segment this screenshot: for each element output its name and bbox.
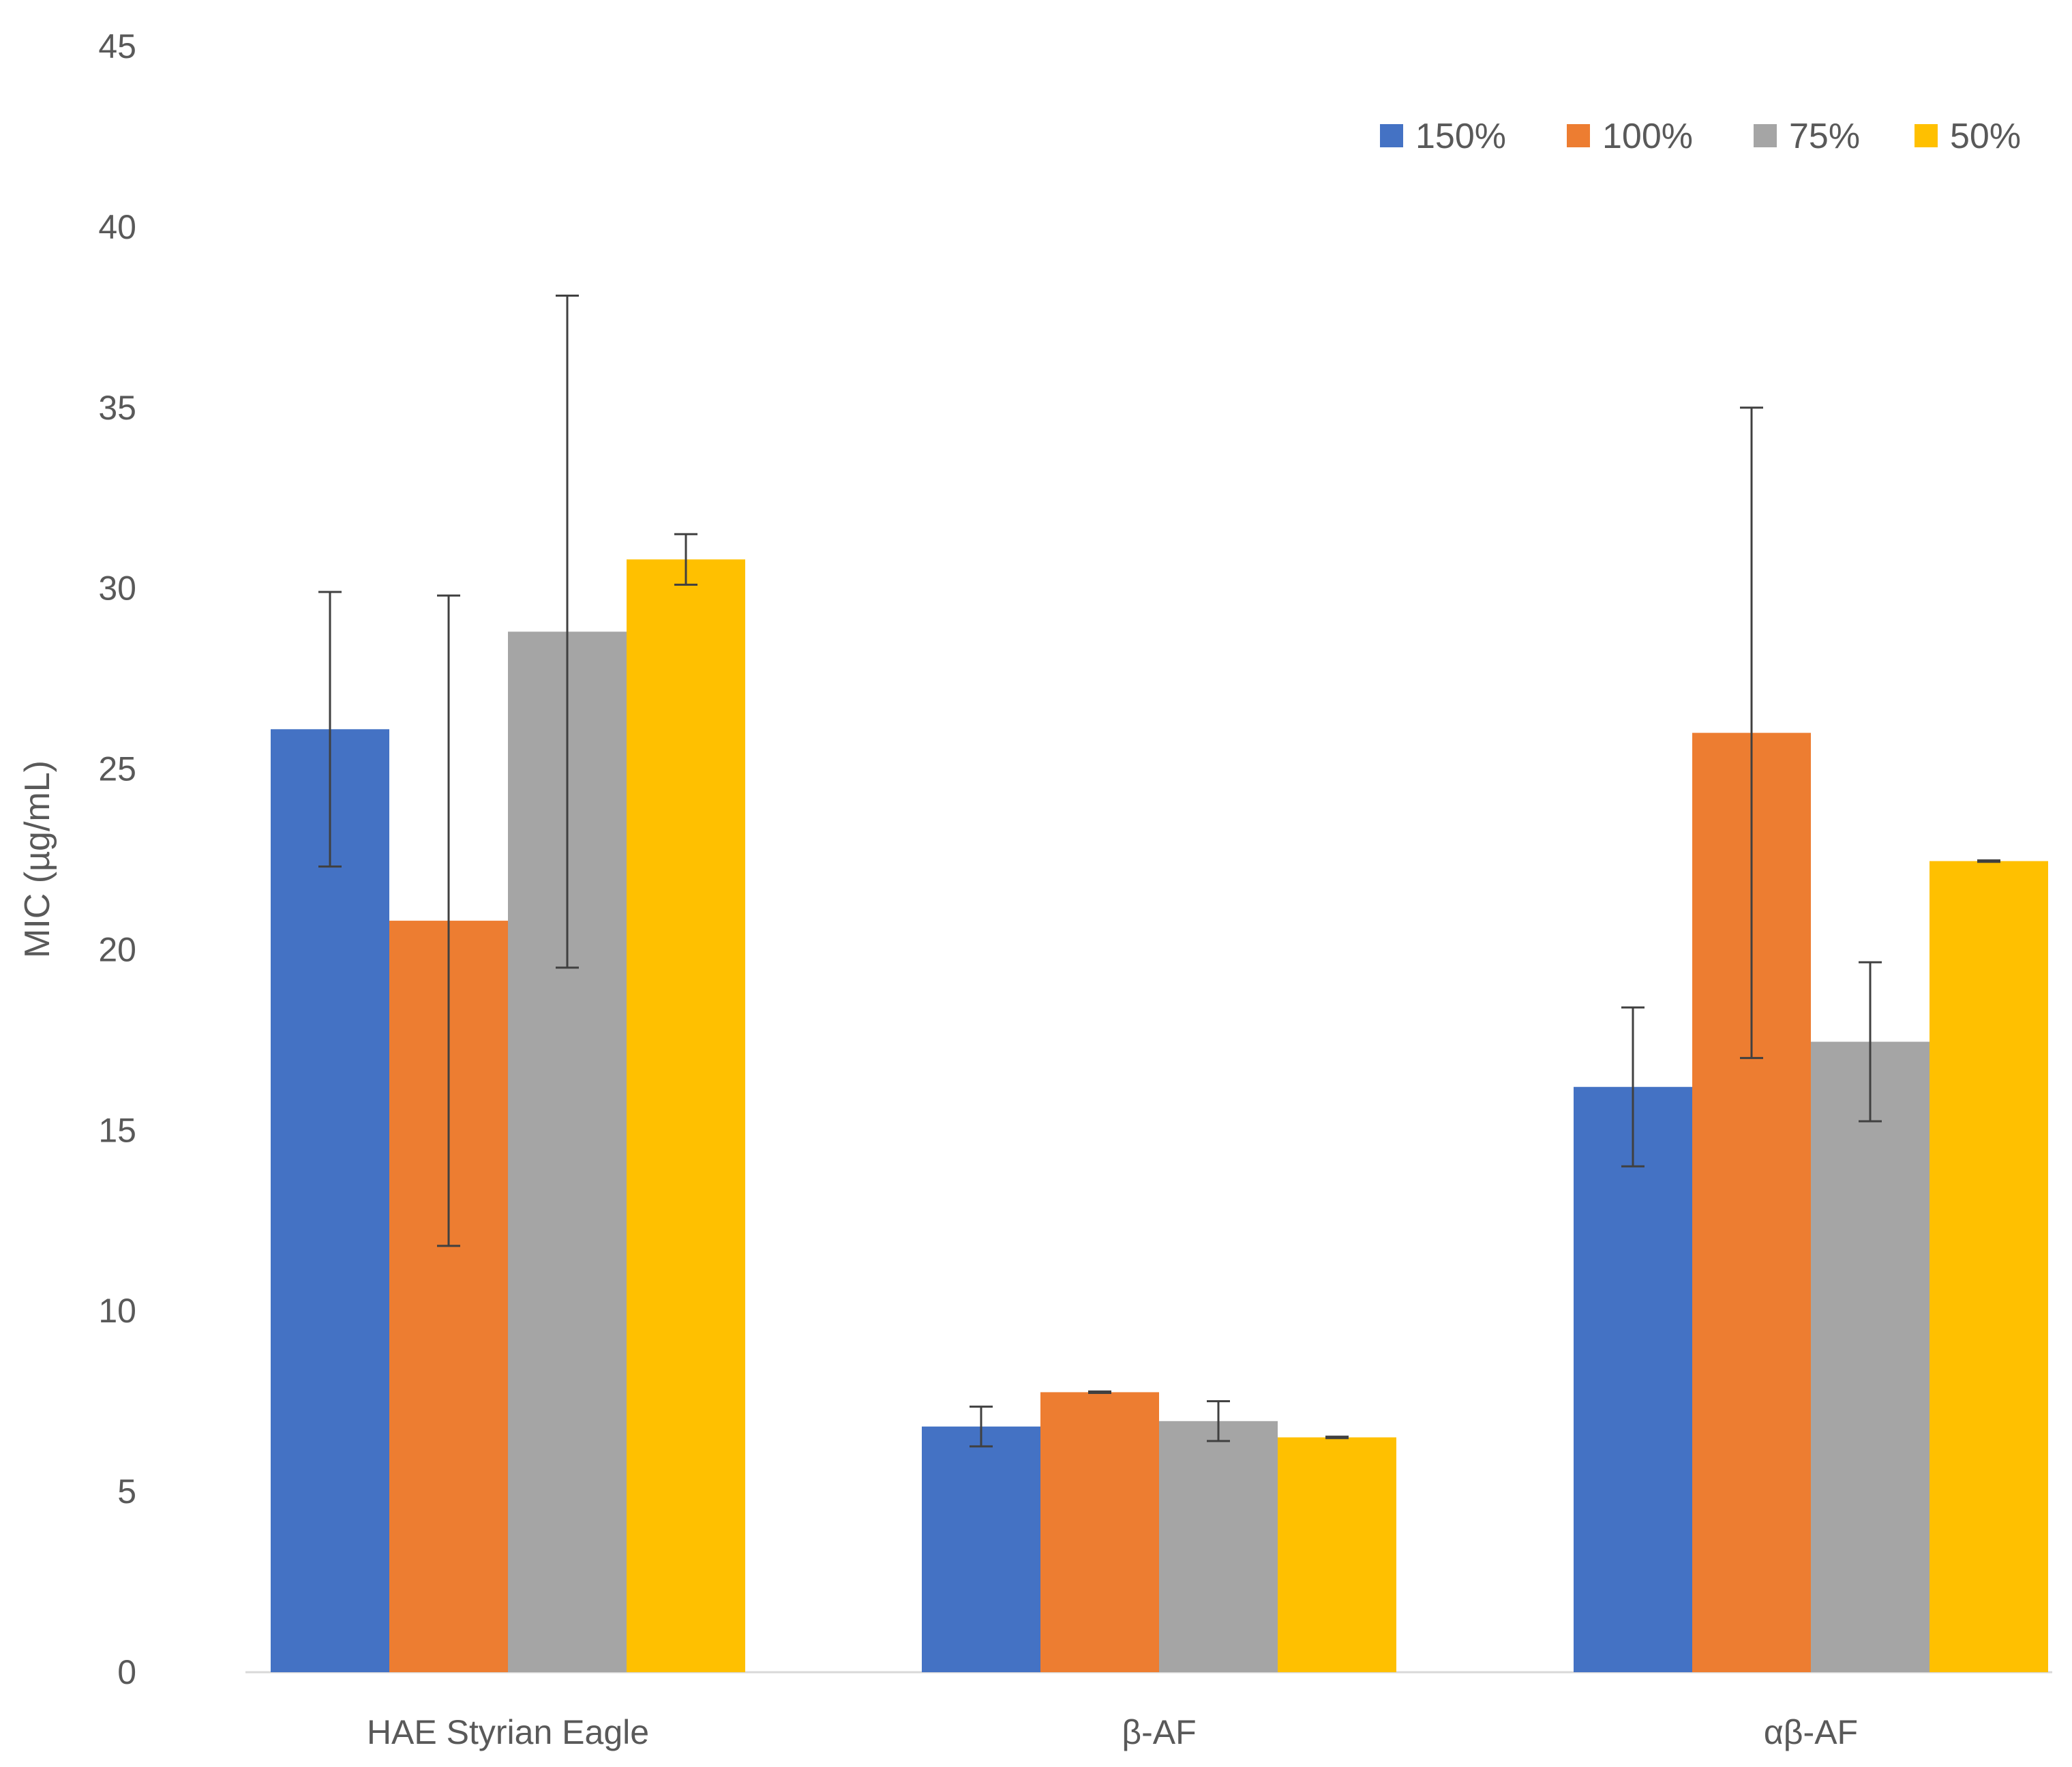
bar-75pct-1	[1159, 1421, 1278, 1672]
legend-swatch	[1380, 124, 1403, 147]
category-label: HAE Styrian Eagle	[367, 1713, 649, 1751]
legend-label: 50%	[1950, 117, 2021, 156]
y-axis-title: MIC (µg/mL)	[18, 760, 57, 958]
bar-75pct-2	[1811, 1041, 1930, 1672]
y-tick-label: 10	[98, 1292, 136, 1330]
y-tick-label: 0	[117, 1653, 136, 1691]
y-axis: 0 5 10 15 20 25 30 35 40 45	[98, 27, 136, 1691]
legend-label: 100%	[1602, 117, 1693, 156]
y-tick-label: 15	[98, 1111, 136, 1149]
error-bars-group	[318, 295, 2000, 1448]
error-bar	[1207, 1400, 1230, 1442]
category-label: β-AF	[1122, 1713, 1196, 1751]
category-labels: HAE Styrian Eagle β-AF αβ-AF	[367, 1713, 1858, 1751]
error-bar	[1740, 406, 1763, 1059]
error-bar	[1621, 1006, 1645, 1168]
bars-group	[271, 559, 2048, 1672]
error-bar	[1325, 1436, 1349, 1440]
y-tick-label: 40	[98, 208, 136, 246]
legend-item: 150%	[1380, 117, 1506, 156]
y-tick-label: 30	[98, 569, 136, 608]
y-tick-label: 25	[98, 750, 136, 788]
legend-item: 75%	[1754, 117, 1860, 156]
legend-label: 75%	[1789, 117, 1860, 156]
error-bar	[437, 594, 460, 1247]
bar-50pct-0	[627, 559, 745, 1672]
bar-50pct-1	[1278, 1437, 1396, 1672]
error-bar	[556, 295, 579, 969]
y-tick-label: 35	[98, 389, 136, 427]
legend-label: 150%	[1415, 117, 1506, 156]
y-tick-label: 45	[98, 27, 136, 65]
legend-swatch	[1915, 124, 1938, 147]
error-bar	[674, 533, 697, 586]
bar-150pct-2	[1574, 1086, 1692, 1672]
bar-150pct-0	[271, 729, 389, 1672]
bar-100pct-1	[1040, 1392, 1159, 1672]
bar-150pct-1	[922, 1426, 1040, 1672]
bar-50pct-2	[1930, 861, 2048, 1672]
legend-swatch	[1567, 124, 1590, 147]
category-label: αβ-AF	[1764, 1713, 1858, 1751]
legend-item: 100%	[1567, 117, 1693, 156]
error-bar	[1859, 961, 1882, 1123]
y-tick-label: 5	[117, 1472, 136, 1511]
error-bar	[1977, 859, 2000, 863]
legend-item: 50%	[1915, 117, 2021, 156]
legend-swatch	[1754, 124, 1777, 147]
error-bar	[970, 1406, 993, 1448]
y-tick-label: 20	[98, 930, 136, 968]
error-bar	[1088, 1390, 1111, 1394]
legend: 150% 100% 75% 50%	[1380, 117, 2021, 156]
error-bar	[318, 591, 342, 868]
